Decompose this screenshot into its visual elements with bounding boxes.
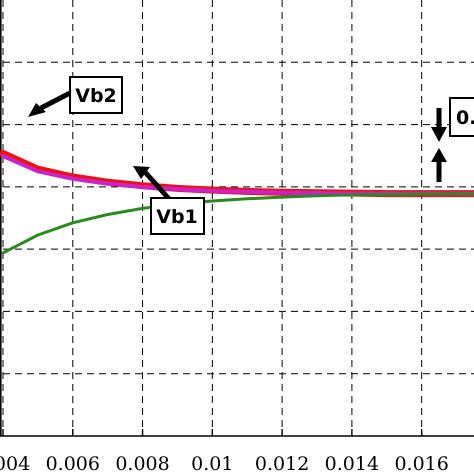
gap-indicator: 0. (431, 97, 474, 182)
series-line-vb2 (0, 150, 474, 198)
gap-arrow-top-head (431, 127, 447, 142)
x-tick-label: 0.012 (255, 453, 309, 474)
vb1-callout: Vb1 (133, 166, 205, 235)
x-tick-label: 0.01 (191, 453, 233, 474)
grid (2, 0, 474, 436)
vb1-label: Vb1 (156, 206, 198, 228)
vb2-arrow-shaft (39, 90, 72, 111)
series-line-vb1 (1, 192, 474, 255)
x-ticks: 0.004 0.006 0.008 0.01 0.012 0.014 0.016 (0, 429, 449, 474)
vb1-arrow-head (133, 166, 150, 179)
vb2-arrow-head (28, 103, 46, 117)
vb2-label: Vb2 (75, 85, 117, 107)
gap-arrow-bottom-head (431, 148, 447, 162)
gap-label: 0. (456, 107, 474, 129)
x-tick-label: 0.016 (394, 453, 448, 474)
vb1-label-box (150, 197, 205, 235)
axes (0, 0, 474, 437)
vb2-callout: Vb2 (28, 76, 123, 117)
gap-label-box (449, 97, 474, 137)
x-tick-label: 0.014 (325, 453, 379, 474)
series-group (0, 150, 474, 255)
x-tick-label: 0.008 (115, 453, 169, 474)
x-tick-label: 0.006 (46, 453, 100, 474)
vb2-label-box (69, 76, 123, 114)
x-tick-label: 0.004 (0, 453, 30, 474)
vb1-arrow-shaft (143, 170, 172, 202)
